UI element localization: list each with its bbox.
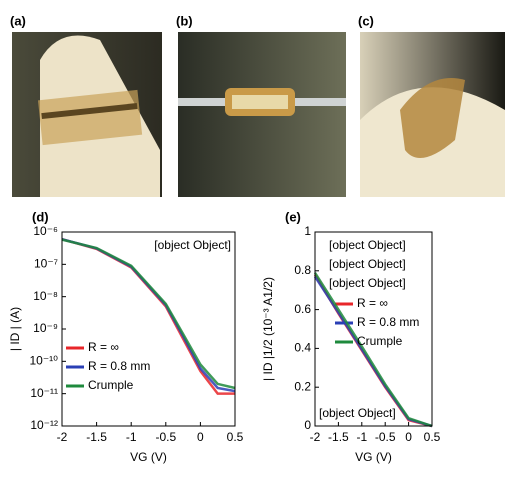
x-axis-label: VG (V)	[355, 450, 392, 464]
legend-label: R = ∞	[88, 340, 119, 354]
photo-a	[12, 32, 162, 197]
x-tick-label: -0.5	[375, 430, 396, 444]
series-line	[61, 238, 236, 390]
legend-label: R = ∞	[357, 296, 388, 310]
annotation: [object Object]	[319, 406, 396, 420]
annotation: [object Object]	[329, 238, 406, 252]
plot-frame	[61, 231, 236, 427]
y-tick-label: 1	[304, 224, 311, 238]
y-axis-label: | ID | (A)	[8, 307, 22, 351]
x-tick-label: 0	[197, 430, 204, 444]
annotation: [object Object]	[154, 238, 231, 252]
y-tick-label: 0.8	[294, 263, 311, 277]
x-tick-label: -0.5	[155, 430, 176, 444]
y-tick-label: 0	[304, 418, 311, 432]
annotation: [object Object]	[329, 257, 406, 271]
x-tick-label: 0.5	[424, 430, 441, 444]
panel-label: (c)	[358, 13, 374, 28]
x-tick-label: -1.5	[328, 430, 349, 444]
legend-label: Crumple	[357, 334, 403, 348]
legend-label: R = 0.8 mm	[357, 315, 419, 329]
panel-label: (d)	[32, 209, 49, 224]
panel-label: (e)	[285, 209, 301, 224]
y-tick-label: 10⁻¹¹	[30, 386, 58, 400]
x-tick-label: 0.5	[227, 430, 244, 444]
panel-label: (a)	[10, 13, 26, 28]
y-tick-label: 10⁻⁶	[33, 224, 58, 238]
x-axis-label: VG (V)	[130, 450, 167, 464]
x-tick-label: -1	[126, 430, 137, 444]
y-tick-label: 0.6	[294, 302, 311, 316]
panel-label: (b)	[176, 13, 193, 28]
y-tick-label: 0.4	[294, 341, 311, 355]
legend-label: Crumple	[88, 378, 134, 392]
y-tick-label: 0.2	[294, 379, 311, 393]
series-line	[313, 272, 433, 428]
photo-b	[178, 32, 346, 197]
y-tick-label: 10⁻⁷	[34, 257, 58, 271]
x-tick-label: -2	[310, 430, 321, 444]
x-tick-label: -1	[356, 430, 367, 444]
annotation: [object Object]	[329, 276, 406, 290]
x-tick-label: -2	[57, 430, 68, 444]
y-tick-label: 10⁻¹²	[30, 418, 58, 432]
y-tick-label: 10⁻¹⁰	[30, 354, 59, 368]
y-tick-label: 10⁻⁹	[33, 321, 58, 335]
y-tick-label: 10⁻⁸	[33, 289, 58, 303]
plot-frame	[314, 231, 433, 427]
x-tick-label: 0	[405, 430, 412, 444]
y-axis-label: | ID |1/2 (10⁻³ A1/2)	[261, 277, 275, 381]
legend-label: R = 0.8 mm	[88, 359, 150, 373]
x-tick-label: -1.5	[86, 430, 107, 444]
photo-c	[360, 32, 505, 197]
